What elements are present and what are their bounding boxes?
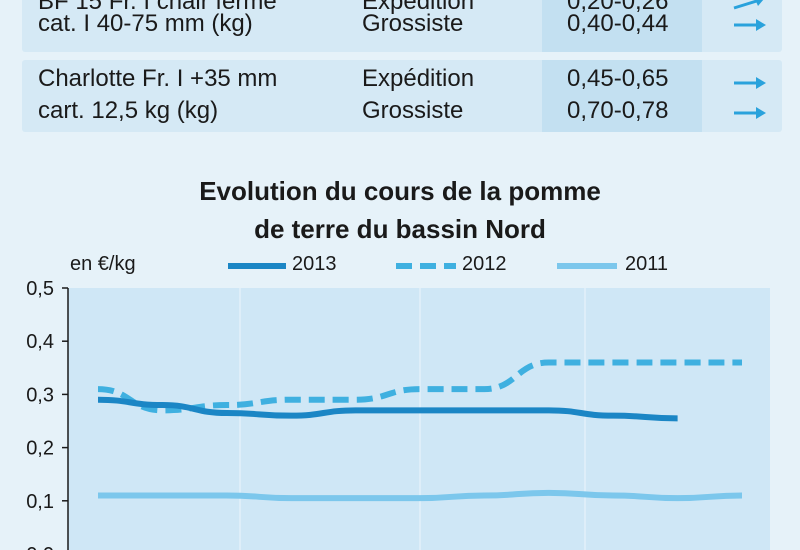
legend-label-2012: 2012: [462, 253, 507, 275]
trend-stable-arrow-icon: [734, 107, 766, 119]
chart-title-line-1: Evolution du cours de la pomme: [199, 176, 601, 206]
product-name-line: Charlotte Fr. I +35 mm: [38, 65, 278, 92]
y-tick-label: 0,4: [26, 331, 54, 353]
legend-label-2013: 2013: [292, 253, 337, 275]
trend-up-arrow-icon: [733, 0, 764, 10]
price-column-band: [542, 60, 702, 132]
price-table-product-1: BF 15 Fr. I chair ferme cat. I 40-75 mm …: [22, 0, 782, 52]
price-column-band: [542, 0, 702, 52]
price-table-product-2: Charlotte Fr. I +35 mm cart. 12,5 kg (kg…: [22, 60, 782, 132]
stage-label: Grossiste: [362, 10, 464, 37]
price-range: 0,45-0,65: [567, 65, 669, 92]
series-line-2012: [97, 359, 742, 414]
trend-stable-arrow-icon: [734, 19, 766, 31]
y-tick-label: 0,5: [26, 278, 54, 300]
trend-stable-arrow-icon: [734, 77, 766, 89]
legend-label-2011: 2011: [625, 253, 669, 275]
chart-title-line-2: de terre du bassin Nord: [254, 214, 546, 244]
series-line-2011: [98, 489, 743, 502]
price-range: 0,40-0,44: [567, 10, 669, 37]
price-range: 0,70-0,78: [567, 97, 669, 124]
stage-label: Expédition: [362, 0, 475, 15]
product-name-line: BF 15 Fr. I chair ferme: [38, 0, 277, 15]
y-tick-label: 0,3: [26, 384, 54, 406]
stage-label: Grossiste: [362, 97, 464, 124]
y-tick-label: 0,1: [26, 491, 54, 513]
y-tick-label: 0,2: [26, 438, 54, 460]
stage-label: Expédition: [362, 65, 475, 92]
series-line-2013: [97, 396, 678, 422]
price-range: 0,20-0,26: [567, 0, 669, 15]
y-axis-unit: en €/kg: [70, 253, 136, 275]
product-name-line: cart. 12,5 kg (kg): [38, 97, 219, 124]
y-tick-label: 0,0: [26, 544, 54, 550]
product-name-line: cat. I 40-75 mm (kg): [38, 10, 253, 37]
